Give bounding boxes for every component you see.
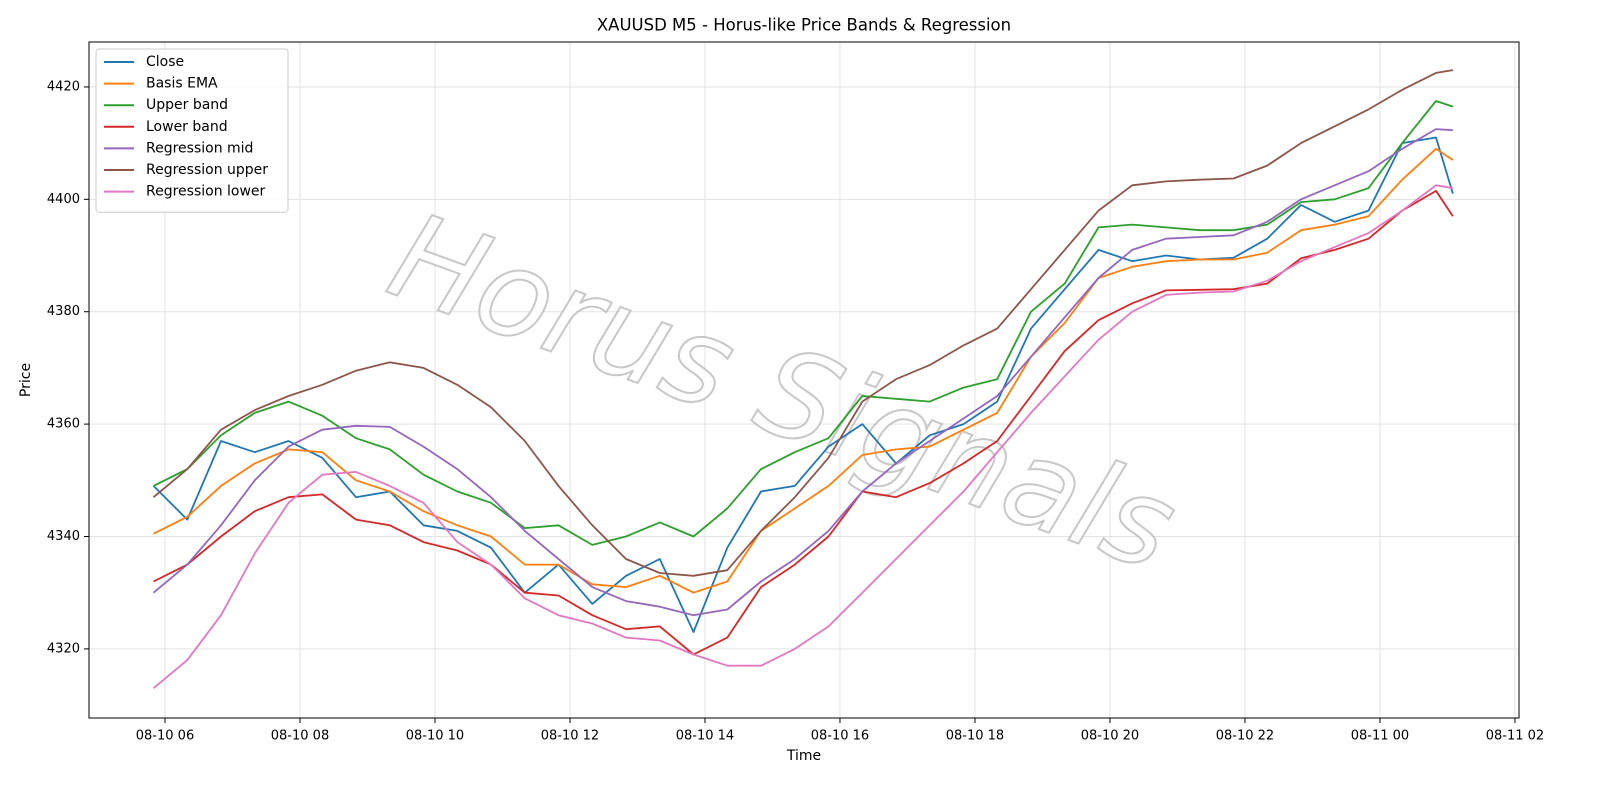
legend-label: Regression upper [146,162,268,178]
y-tick-label: 4340 [47,529,80,544]
y-tick-label: 4400 [47,192,80,207]
x-tick-label: 08-10 18 [946,729,1004,744]
line-series [153,147,1454,594]
x-axis-label: Time [786,748,821,764]
x-tick-label: 08-10 14 [676,729,734,744]
line-series [152,136,1454,633]
x-tick-label: 08-11 00 [1351,729,1409,744]
y-tick-label: 4380 [47,304,80,319]
chart-title: XAUUSD M5 - Horus-like Price Bands & Reg… [597,16,1011,35]
legend-label: Close [146,54,184,70]
y-tick-label: 4420 [47,79,80,94]
legend-label: Lower band [146,119,228,135]
x-tick-label: 08-10 20 [1081,729,1139,744]
line-series [152,69,1454,577]
legend-label: Basis EMA [146,76,218,92]
x-tick-label: 08-10 06 [136,729,194,744]
x-tick-label: 08-11 02 [1486,729,1544,744]
x-tick-label: 08-10 10 [406,729,464,744]
x-tick-label: 08-10 12 [541,729,599,744]
line-series [152,128,1453,617]
legend: Close Basis EMA Upper band Lower band Regres… [95,48,289,213]
y-axis-label: Price [18,363,34,397]
legend-label: Upper band [146,97,228,113]
x-tick-label: 08-10 22 [1216,729,1274,744]
y-tick-label: 4320 [47,641,80,656]
x-tick-label: 08-10 08 [271,729,329,744]
plot-frame [88,41,1520,719]
line-series [153,100,1454,546]
legend-label: Regression mid [146,140,253,156]
line-series [152,184,1454,689]
legend-label: Regression lower [146,184,266,200]
legend-box [95,48,289,213]
x-tick-label: 08-10 16 [811,729,869,744]
y-tick-label: 4360 [47,417,80,432]
